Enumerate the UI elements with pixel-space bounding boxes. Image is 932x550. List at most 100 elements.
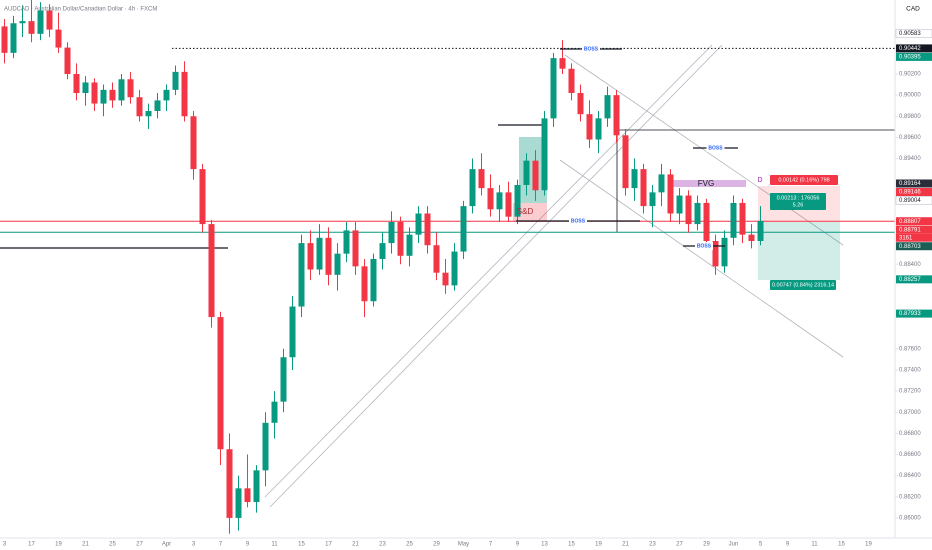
candle-body bbox=[667, 174, 674, 214]
candle-body bbox=[424, 213, 431, 246]
position-label: 0.00142 (0.16%) 798 bbox=[778, 177, 829, 183]
fvg-label: FVG bbox=[698, 179, 714, 188]
candle-body bbox=[658, 174, 665, 193]
price-label-bg bbox=[896, 179, 932, 188]
y-tick-label: 0.90000 bbox=[899, 93, 921, 99]
x-tick-label: 11 bbox=[811, 542, 818, 548]
y-tick-label: 0.86000 bbox=[899, 515, 921, 521]
price-label-bg bbox=[896, 275, 932, 284]
x-tick-label: 17 bbox=[28, 542, 35, 548]
candle-body bbox=[163, 89, 170, 101]
boss-label: BOSS bbox=[697, 243, 712, 249]
candle-body bbox=[451, 251, 458, 286]
channel-line bbox=[564, 54, 844, 246]
price-label-bg bbox=[895, 29, 932, 38]
x-tick-label: 7 bbox=[219, 542, 223, 548]
price-label: 0.89164 bbox=[899, 181, 921, 187]
price-label: 0.88703 bbox=[899, 244, 921, 250]
candle-body bbox=[100, 89, 107, 104]
trend-line bbox=[269, 44, 723, 508]
candle-body bbox=[712, 240, 719, 267]
x-tick-label: 21 bbox=[82, 542, 89, 548]
x-tick-label: 17 bbox=[325, 542, 332, 548]
candle-body bbox=[217, 317, 224, 450]
x-tick-label: 3 bbox=[192, 542, 196, 548]
boss-bg bbox=[569, 217, 587, 225]
candle-body bbox=[244, 488, 251, 503]
candle-body bbox=[271, 401, 278, 423]
x-tick-label: 19 bbox=[865, 542, 872, 548]
sd-label: S&D bbox=[517, 207, 534, 216]
candle-body bbox=[568, 68, 575, 94]
candle-body bbox=[46, 10, 53, 30]
x-tick-label: 21 bbox=[352, 542, 359, 548]
supply-zone bbox=[513, 203, 547, 222]
x-tick-label: 15 bbox=[838, 542, 845, 548]
candle-body bbox=[127, 79, 134, 98]
y-tick-label: 0.86400 bbox=[899, 473, 921, 479]
x-tick-label: 9 bbox=[786, 542, 790, 548]
candle-body bbox=[550, 58, 557, 119]
candle-body bbox=[280, 357, 287, 402]
candle-body bbox=[406, 234, 413, 256]
candle-body bbox=[28, 21, 35, 34]
candle-body bbox=[757, 220, 764, 241]
candle-body bbox=[496, 192, 503, 210]
x-tick-label: 11 bbox=[271, 542, 278, 548]
candle-body bbox=[721, 237, 728, 267]
candle-body bbox=[91, 82, 98, 104]
price-label: 0.90583 bbox=[899, 31, 921, 37]
x-tick-label: 21 bbox=[622, 542, 629, 548]
boss-bg bbox=[706, 144, 725, 152]
countdown-bg bbox=[896, 233, 932, 242]
x-tick-label: May bbox=[458, 542, 469, 548]
candle-body bbox=[1, 26, 8, 53]
d-label: D bbox=[757, 177, 762, 184]
candle-body bbox=[154, 100, 161, 111]
price-label: 0.90442 bbox=[899, 46, 921, 52]
x-tick-label: 25 bbox=[406, 542, 413, 548]
candle-body bbox=[73, 73, 80, 94]
candle-body bbox=[19, 21, 26, 24]
candle-body bbox=[10, 23, 17, 53]
x-tick-label: 25 bbox=[109, 542, 116, 548]
candle-body bbox=[55, 29, 62, 48]
x-tick-label: 23 bbox=[379, 542, 386, 548]
x-tick-label: 23 bbox=[649, 542, 656, 548]
price-label-bg bbox=[895, 196, 932, 205]
target-zone bbox=[758, 222, 840, 280]
price-label: 0.89004 bbox=[899, 198, 921, 204]
candle-body bbox=[523, 160, 530, 185]
candle-body bbox=[199, 169, 206, 225]
y-tick-label: 0.86800 bbox=[899, 431, 921, 437]
y-tick-label: 0.87000 bbox=[899, 410, 921, 416]
candle-body bbox=[604, 95, 611, 119]
candle-body bbox=[676, 195, 683, 214]
x-tick-label: 13 bbox=[541, 542, 548, 548]
x-tick-label: 9 bbox=[516, 542, 520, 548]
candle-body bbox=[64, 47, 71, 74]
candle-body bbox=[352, 230, 359, 267]
x-tick-label: 27 bbox=[136, 542, 143, 548]
candle-body bbox=[685, 195, 692, 225]
currency: CAD bbox=[906, 6, 920, 13]
candle-body bbox=[397, 221, 404, 256]
x-tick-label: 15 bbox=[298, 542, 305, 548]
candle-body bbox=[586, 114, 593, 140]
candle-body bbox=[433, 245, 440, 273]
candle-body bbox=[343, 230, 350, 254]
candle-body bbox=[622, 135, 629, 189]
candle-body bbox=[703, 202, 710, 241]
position-label-bg bbox=[770, 193, 826, 210]
candle-body bbox=[442, 272, 449, 286]
candle-body bbox=[631, 169, 638, 189]
x-tick-label: 19 bbox=[595, 542, 602, 548]
y-tick-label: 0.89800 bbox=[899, 114, 921, 120]
candle-body bbox=[748, 234, 755, 241]
fvg-zone bbox=[672, 180, 746, 187]
candle-body bbox=[118, 79, 125, 101]
boss-bg bbox=[582, 45, 600, 53]
y-tick-label: 0.89400 bbox=[899, 156, 921, 162]
price-label: 0.87933 bbox=[899, 311, 921, 317]
price-label-bg bbox=[896, 242, 932, 251]
